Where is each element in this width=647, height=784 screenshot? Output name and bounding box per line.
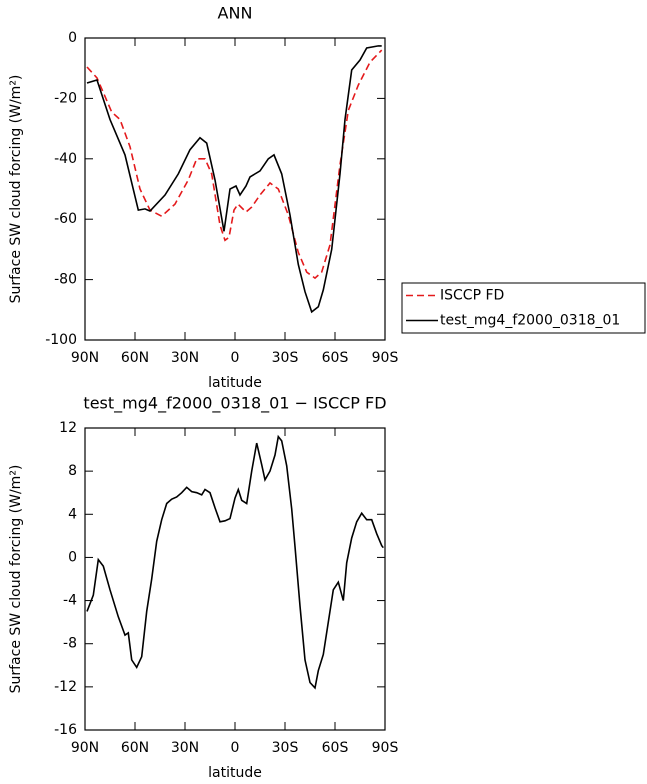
y-tick-label: 4	[68, 506, 77, 522]
x-tick-label: 60S	[322, 740, 349, 756]
x-tick-label: 0	[231, 740, 240, 756]
y-axis-label: Surface SW cloud forcing (W/m²)	[8, 75, 24, 304]
y-tick-label: -60	[54, 211, 77, 227]
x-tick-label: 60N	[121, 350, 149, 366]
y-tick-label: -40	[54, 151, 77, 167]
x-tick-label: 90S	[372, 350, 399, 366]
legend-label: ISCCP FD	[440, 288, 504, 304]
x-tick-label: 90N	[71, 740, 99, 756]
data-line	[86, 45, 382, 314]
x-tick-label: 60N	[121, 740, 149, 756]
chart-title: test_mg4_f2000_0318_01 − ISCCP FD	[83, 394, 386, 414]
x-tick-label: 0	[231, 350, 240, 366]
plot-frame	[84, 427, 386, 731]
y-tick-label: -80	[54, 272, 77, 288]
data-line	[86, 434, 384, 690]
y-tick-label: 8	[68, 463, 77, 479]
y-tick-label: -16	[54, 722, 77, 738]
x-axis-label: latitude	[208, 765, 262, 781]
chart-title: ANN	[218, 4, 253, 23]
data-line	[86, 49, 383, 280]
x-tick-label: 60S	[322, 350, 349, 366]
y-tick-label: 0	[68, 30, 77, 46]
y-tick-label: -20	[54, 90, 77, 106]
y-tick-label: -12	[54, 679, 77, 695]
x-tick-label: 30N	[171, 350, 199, 366]
x-tick-label: 30S	[272, 740, 299, 756]
y-tick-label: -4	[63, 593, 77, 609]
y-tick-label: -8	[63, 636, 77, 652]
y-tick-label: -100	[45, 332, 77, 348]
x-tick-label: 90S	[372, 740, 399, 756]
plot-frame	[84, 37, 386, 341]
y-tick-label: 0	[68, 549, 77, 565]
y-tick-label: 12	[59, 420, 77, 436]
x-axis-label: latitude	[208, 375, 262, 391]
y-axis-label: Surface SW cloud forcing (W/m²)	[8, 465, 24, 694]
x-tick-label: 30S	[272, 350, 299, 366]
x-tick-label: 90N	[71, 350, 99, 366]
x-tick-label: 30N	[171, 740, 199, 756]
legend-box	[401, 282, 646, 334]
legend-label: test_mg4_f2000_0318_01	[440, 313, 620, 329]
